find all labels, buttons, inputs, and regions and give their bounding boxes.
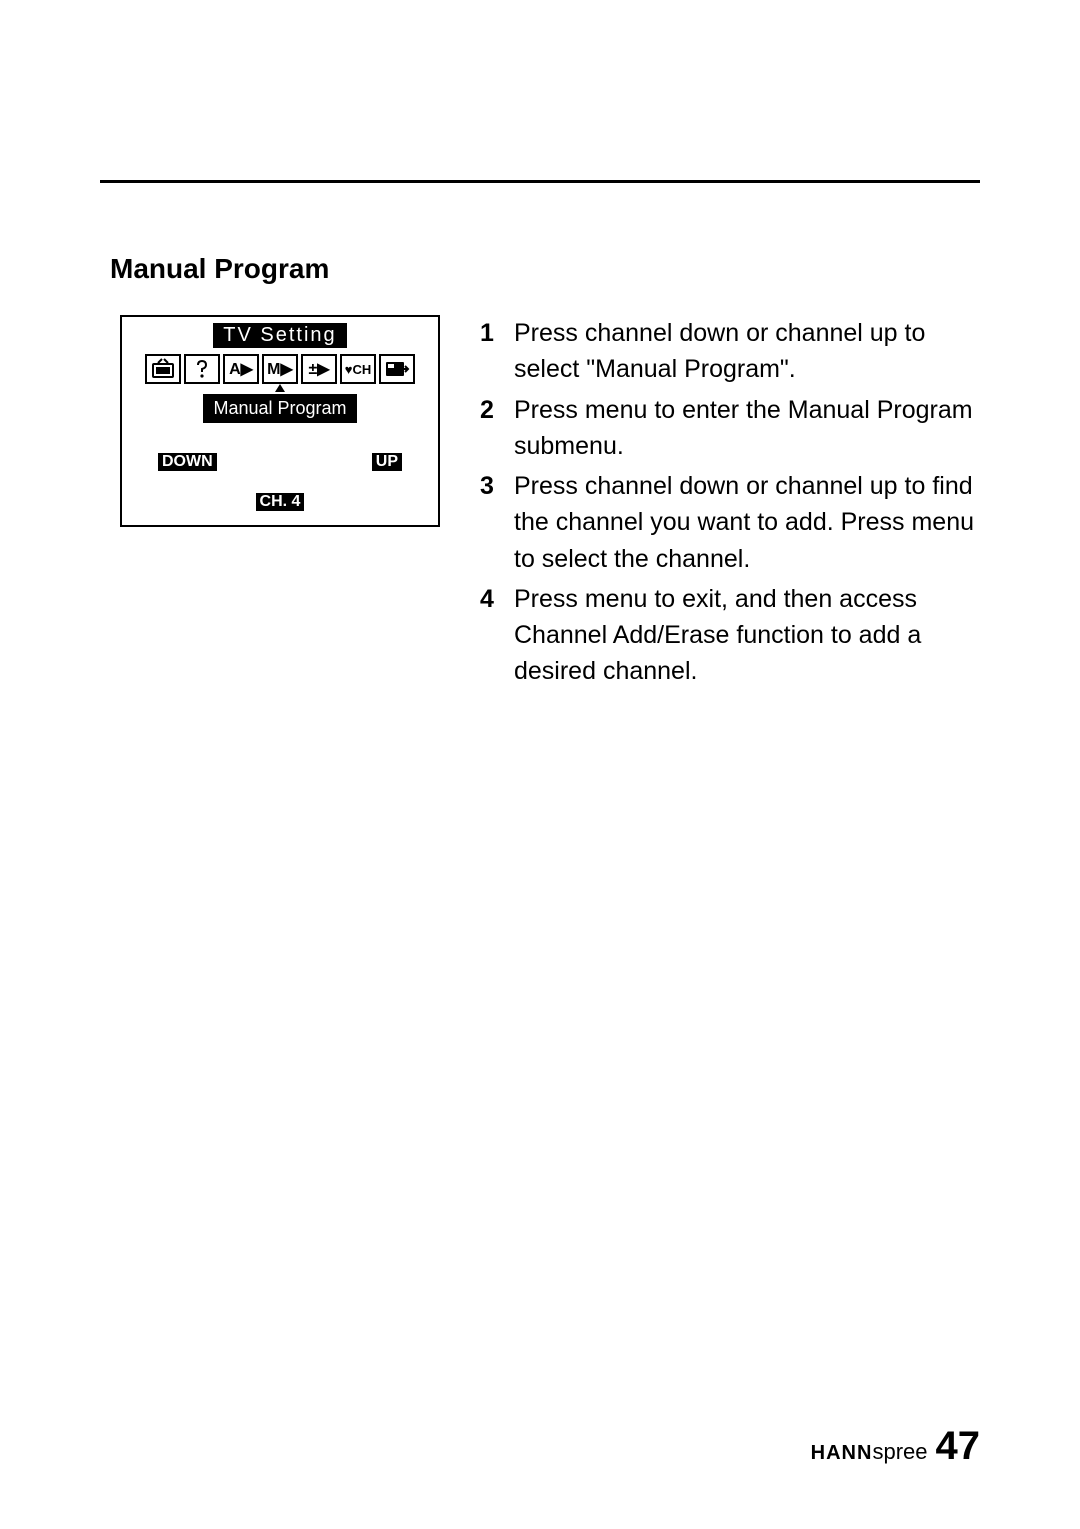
icon-text: A▶: [229, 359, 253, 379]
submenu-row: Manual Program: [128, 394, 432, 423]
a-play-icon: A▶: [223, 354, 259, 384]
step-item: Press channel down or channel up to find…: [480, 468, 980, 577]
down-up-row: DOWN UP: [128, 453, 432, 471]
brand-light: spree: [872, 1439, 927, 1464]
icon-text: M▶: [267, 359, 293, 379]
up-label: UP: [372, 453, 402, 471]
tv-title-row: TV Setting: [128, 323, 432, 348]
tv-box: TV Setting A▶ M▶ ±▶ ♥CH: [120, 315, 440, 527]
channel-label: CH. 4: [256, 493, 305, 511]
plusminus-play-icon: ±▶: [301, 354, 337, 384]
steps-list: Press channel down or channel up to sele…: [480, 315, 980, 690]
top-rule: [100, 180, 980, 183]
page-number: 47: [936, 1424, 981, 1469]
icon-text: ♥CH: [345, 362, 372, 377]
tv-setting-panel: TV Setting A▶ M▶ ±▶ ♥CH: [120, 315, 440, 694]
question-icon: [184, 354, 220, 384]
page: Manual Program TV Setting A▶ M▶ ±▶: [0, 0, 1080, 1529]
footer: HANNspree 47: [811, 1424, 980, 1469]
step-item: Press menu to enter the Manual Program s…: [480, 392, 980, 465]
instructions: Press channel down or channel up to sele…: [480, 315, 980, 694]
section-title: Manual Program: [110, 253, 980, 285]
content-row: TV Setting A▶ M▶ ±▶ ♥CH: [100, 315, 980, 694]
monitor-icon: [145, 354, 181, 384]
indicator-row: [128, 386, 432, 396]
indicator-arrow-icon: [275, 384, 285, 392]
step-item: Press channel down or channel up to sele…: [480, 315, 980, 388]
down-label: DOWN: [158, 453, 217, 471]
heart-ch-icon: ♥CH: [340, 354, 376, 384]
brand: HANNspree: [811, 1439, 928, 1465]
submenu-label: Manual Program: [203, 394, 356, 423]
icon-text: ±▶: [308, 359, 329, 379]
card-arrow-icon: [379, 354, 415, 384]
step-item: Press menu to exit, and then access Chan…: [480, 581, 980, 690]
tv-title: TV Setting: [213, 323, 346, 348]
brand-bold: HANN: [811, 1442, 873, 1464]
icon-row: A▶ M▶ ±▶ ♥CH: [128, 354, 432, 384]
channel-row: CH. 4: [128, 493, 432, 511]
m-play-icon: M▶: [262, 354, 298, 384]
